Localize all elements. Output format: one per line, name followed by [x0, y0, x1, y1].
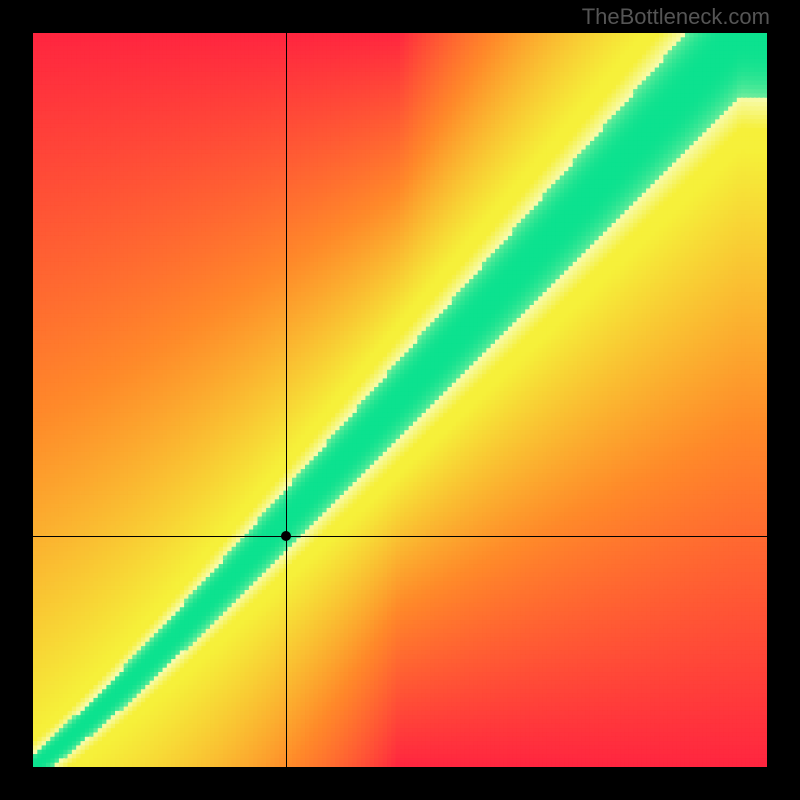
watermark: TheBottleneck.com — [582, 4, 770, 30]
heatmap-plot — [33, 33, 767, 767]
crosshair-marker — [281, 531, 291, 541]
heatmap-canvas — [33, 33, 767, 767]
crosshair-horizontal — [33, 536, 767, 537]
crosshair-vertical — [286, 33, 287, 767]
